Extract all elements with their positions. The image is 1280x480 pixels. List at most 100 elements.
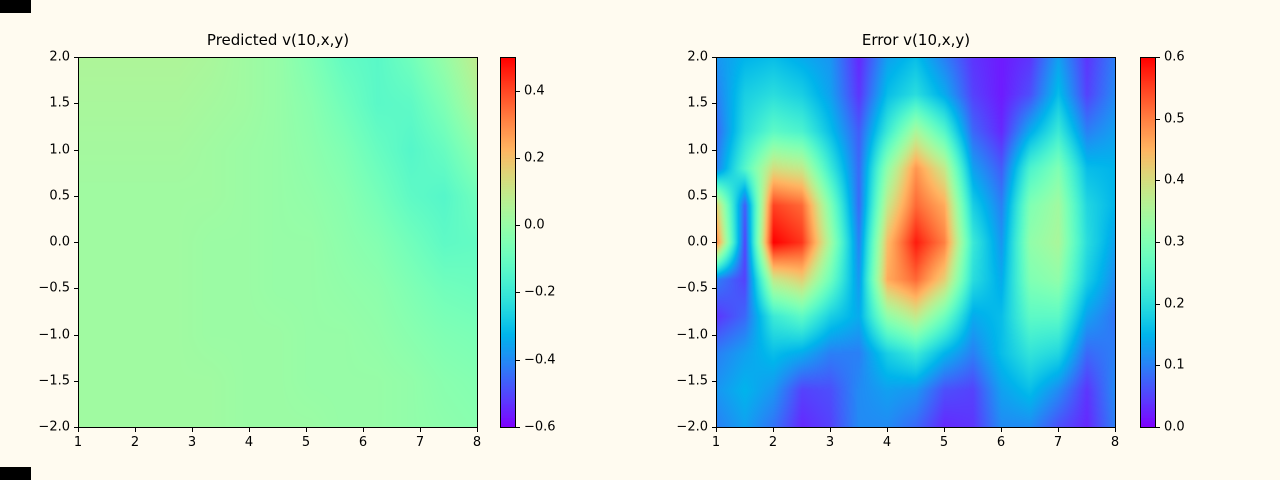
x-tick-label: 5 bbox=[301, 435, 311, 450]
x-tick-mark bbox=[306, 428, 307, 432]
colorbar-tick-label: 0.0 bbox=[524, 217, 545, 233]
x-tick-label: 2 bbox=[768, 435, 778, 450]
colorbar-tick-mark bbox=[516, 157, 520, 159]
colorbar-tick-label: 0.4 bbox=[524, 83, 545, 99]
colorbar-tick-mark bbox=[516, 90, 520, 92]
chart-title-error: Error v(10,x,y) bbox=[861, 31, 971, 49]
colorbar-tick-label: 0.5 bbox=[1164, 111, 1185, 127]
colorbar-tick-label: 0.2 bbox=[524, 150, 545, 166]
y-tick-mark bbox=[74, 334, 78, 336]
y-tick-mark bbox=[712, 334, 716, 336]
y-tick-label: 2.0 bbox=[49, 49, 70, 65]
y-tick-label: 1.5 bbox=[687, 95, 708, 111]
y-tick-label: −1.5 bbox=[676, 373, 708, 389]
colorbar-tick-label: −0.6 bbox=[524, 419, 556, 435]
y-tick-mark bbox=[712, 242, 716, 243]
x-tick-mark bbox=[887, 428, 888, 432]
y-tick-label: 0.5 bbox=[687, 188, 708, 204]
x-tick-label: 1 bbox=[73, 435, 83, 450]
x-tick-mark bbox=[477, 428, 478, 432]
colorbar-tick-label: −0.2 bbox=[524, 284, 556, 300]
colorbar-tick-mark bbox=[1156, 57, 1160, 58]
x-tick-label: 8 bbox=[1110, 435, 1120, 450]
colorbar-tick-mark bbox=[516, 292, 520, 294]
screen-artifact-bottom-left bbox=[0, 467, 31, 480]
colorbar-tick-mark bbox=[1156, 118, 1160, 120]
colorbar-tick-label: 0.1 bbox=[1164, 357, 1185, 373]
y-tick-label: 0.5 bbox=[49, 188, 70, 204]
x-tick-mark bbox=[830, 428, 831, 432]
y-tick-label: 2.0 bbox=[687, 49, 708, 65]
colorbar-tick-mark bbox=[1156, 180, 1160, 182]
colorbar-tick-label: 0.2 bbox=[1164, 296, 1185, 312]
y-tick-label: 0.0 bbox=[49, 234, 70, 250]
y-tick-mark bbox=[712, 195, 716, 197]
colorbar-tick-mark bbox=[1156, 365, 1160, 367]
y-tick-label: 1.5 bbox=[49, 95, 70, 111]
x-tick-mark bbox=[716, 428, 717, 432]
y-tick-label: −0.5 bbox=[676, 280, 708, 296]
colorbar-tick-label: −0.4 bbox=[524, 352, 556, 368]
colorbar-tick-label: 0.4 bbox=[1164, 172, 1185, 188]
y-tick-mark bbox=[712, 427, 716, 428]
colorbar-tick-mark bbox=[516, 225, 520, 227]
y-tick-mark bbox=[74, 288, 78, 290]
screen-artifact-top-left bbox=[0, 0, 31, 13]
y-tick-mark bbox=[712, 380, 716, 382]
colorbar-tick-label: 0.6 bbox=[1164, 49, 1185, 65]
y-tick-mark bbox=[74, 103, 78, 105]
y-tick-mark bbox=[74, 427, 78, 428]
colorbar-tick-mark bbox=[1156, 242, 1160, 243]
x-tick-label: 5 bbox=[939, 435, 949, 450]
predicted-heatmap-canvas bbox=[78, 57, 478, 428]
x-tick-label: 1 bbox=[711, 435, 721, 450]
colorbar-tick-label: 0.3 bbox=[1164, 234, 1185, 250]
y-tick-mark bbox=[74, 380, 78, 382]
x-tick-label: 7 bbox=[1053, 435, 1063, 450]
y-tick-label: −0.5 bbox=[38, 280, 70, 296]
colorbar-tick-mark bbox=[1156, 303, 1160, 305]
y-tick-mark bbox=[74, 242, 78, 243]
x-tick-mark bbox=[135, 428, 136, 432]
x-tick-label: 4 bbox=[244, 435, 254, 450]
y-tick-mark bbox=[712, 288, 716, 290]
y-tick-mark bbox=[712, 57, 716, 58]
x-tick-mark bbox=[944, 428, 945, 432]
x-tick-label: 3 bbox=[825, 435, 835, 450]
x-tick-label: 6 bbox=[996, 435, 1006, 450]
y-tick-label: 0.0 bbox=[687, 234, 708, 250]
x-tick-mark bbox=[773, 428, 774, 432]
x-tick-mark bbox=[1058, 428, 1059, 432]
x-tick-label: 4 bbox=[882, 435, 892, 450]
x-tick-mark bbox=[420, 428, 421, 432]
y-tick-mark bbox=[74, 149, 78, 151]
x-tick-label: 3 bbox=[187, 435, 197, 450]
y-tick-label: −2.0 bbox=[676, 419, 708, 435]
chart-title-predicted: Predicted v(10,x,y) bbox=[206, 31, 350, 49]
y-tick-mark bbox=[74, 195, 78, 197]
y-tick-label: −2.0 bbox=[38, 419, 70, 435]
error-heatmap-canvas bbox=[716, 57, 1116, 428]
colorbar-tick-mark bbox=[516, 427, 520, 428]
y-tick-label: −1.0 bbox=[676, 327, 708, 342]
y-tick-label: 1.0 bbox=[49, 142, 70, 157]
y-tick-mark bbox=[74, 57, 78, 58]
x-tick-label: 7 bbox=[415, 435, 425, 450]
y-tick-label: −1.0 bbox=[38, 327, 70, 342]
y-tick-mark bbox=[712, 103, 716, 105]
x-tick-mark bbox=[363, 428, 364, 432]
x-tick-mark bbox=[192, 428, 193, 432]
colorbar-tick-mark bbox=[1156, 427, 1160, 428]
colorbar-tick-mark bbox=[516, 359, 520, 361]
x-tick-mark bbox=[1115, 428, 1116, 432]
predicted-colorbar bbox=[500, 57, 516, 428]
x-tick-mark bbox=[1001, 428, 1002, 432]
x-tick-mark bbox=[249, 428, 250, 432]
x-tick-mark bbox=[78, 428, 79, 432]
colorbar-tick-label: 0.0 bbox=[1164, 419, 1185, 435]
x-tick-label: 8 bbox=[472, 435, 482, 450]
x-tick-label: 2 bbox=[130, 435, 140, 450]
